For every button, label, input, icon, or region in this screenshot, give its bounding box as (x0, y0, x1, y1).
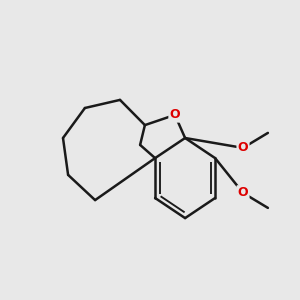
Text: O: O (238, 141, 248, 154)
Text: O: O (238, 186, 248, 200)
Text: O: O (169, 108, 180, 122)
